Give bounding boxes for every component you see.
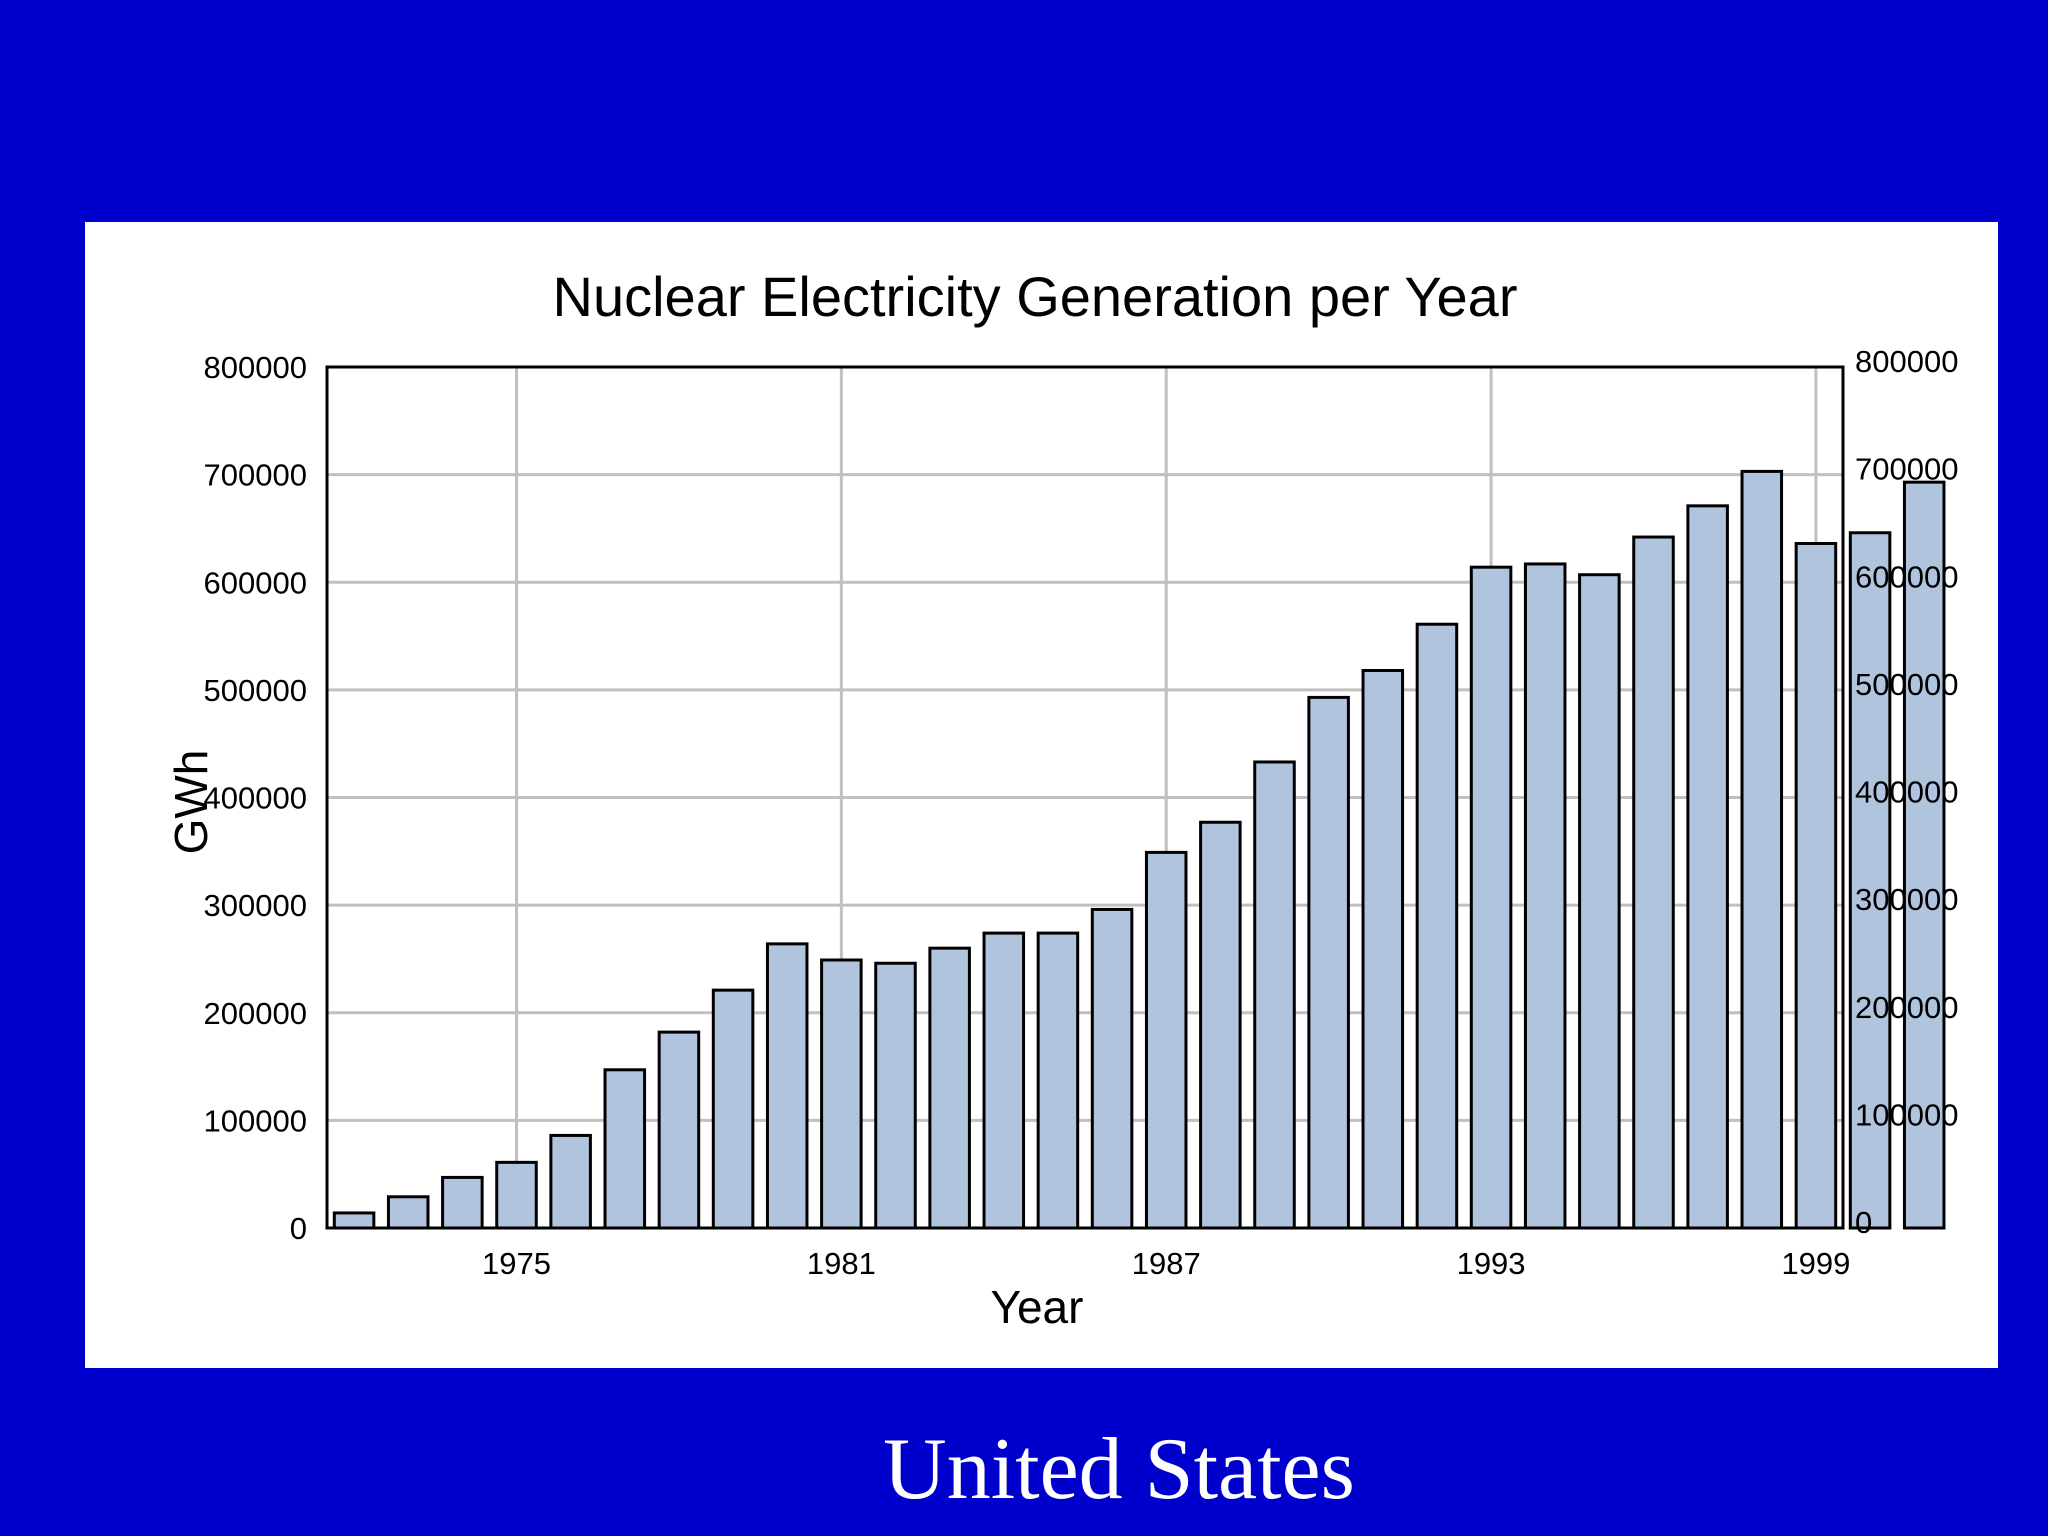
- gridlines: [327, 367, 1843, 1228]
- bar-1973: [386, 1195, 430, 1230]
- y-tick-label-right: 0: [1855, 1205, 1872, 1240]
- bar-1982: [874, 961, 917, 1230]
- plot-frame: [325, 365, 1845, 1230]
- y-axis-left: 0 100000 200000 300000 400000 500000 600000 700…: [204, 350, 307, 1246]
- bar-1997: [1686, 504, 1729, 1230]
- y-tick-label-left: 100000: [204, 1103, 307, 1138]
- y-tick-label-right: 200000: [1855, 990, 1958, 1025]
- bar-1998: [1740, 469, 1784, 1230]
- bar-1987: [1144, 850, 1188, 1230]
- y-tick-label-left: 200000: [204, 996, 307, 1031]
- x-tick-label: 1999: [1781, 1246, 1850, 1281]
- bar-1985: [1036, 931, 1080, 1230]
- bar-1979: [711, 988, 755, 1230]
- chart: Nuclear Electricity Generation per Year …: [165, 265, 1958, 1333]
- bar-1996: [1632, 535, 1675, 1230]
- y-tick-label-left: 600000: [204, 565, 307, 600]
- bar-1976: [549, 1133, 592, 1230]
- slide-caption: United States: [883, 1421, 1355, 1518]
- y-tick-label-right: 800000: [1855, 344, 1958, 379]
- bar-1980: [765, 942, 809, 1230]
- chart-panel: Nuclear Electricity Generation per Year …: [85, 222, 1998, 1368]
- bar-1981: [820, 958, 863, 1230]
- y-tick-label-right: 100000: [1855, 1097, 1958, 1132]
- bar-1992: [1415, 622, 1459, 1230]
- bar-1978: [657, 1030, 701, 1230]
- bar-1989: [1253, 760, 1296, 1230]
- bar-1988: [1199, 820, 1242, 1230]
- y-tick-label-left: 800000: [204, 350, 307, 385]
- y-tick-label-right: 300000: [1855, 882, 1958, 917]
- bar-1984: [982, 931, 1026, 1230]
- bar-1999: [1794, 542, 1838, 1230]
- x-axis: 1975 1981 1987 1993 1999: [482, 1246, 1850, 1281]
- bar-undefined: [1848, 531, 1892, 1230]
- y-axis-title: GWh: [165, 750, 217, 855]
- bar-1974: [441, 1175, 484, 1230]
- y-tick-label-left: 500000: [204, 673, 307, 708]
- bar-1993: [1469, 565, 1513, 1230]
- bar-1986: [1090, 907, 1134, 1230]
- y-tick-label-right: 500000: [1855, 667, 1958, 702]
- x-tick-label: 1987: [1132, 1246, 1201, 1281]
- bar-1977: [603, 1068, 647, 1230]
- y-tick-label-left: 400000: [204, 781, 307, 816]
- bar-undefined: [1902, 480, 1946, 1230]
- bar-1972: [332, 1211, 376, 1230]
- y-axis-right: 0 100000 200000 300000 400000 500000 600000 700…: [1855, 344, 1958, 1240]
- bar-1995: [1578, 573, 1621, 1230]
- x-tick-label: 1981: [807, 1246, 876, 1281]
- chart-title: Nuclear Electricity Generation per Year: [553, 265, 1518, 328]
- y-tick-label-right: 600000: [1855, 559, 1958, 594]
- bars: [332, 469, 1946, 1230]
- bar-1975: [495, 1160, 538, 1230]
- y-tick-label-right: 400000: [1855, 775, 1958, 810]
- x-tick-label: 1993: [1457, 1246, 1526, 1281]
- bar-1991: [1361, 669, 1405, 1230]
- y-tick-label-left: 300000: [204, 888, 307, 923]
- y-tick-label-left: 0: [290, 1211, 307, 1246]
- bar-1994: [1523, 562, 1567, 1230]
- x-axis-title: Year: [991, 1281, 1084, 1333]
- y-tick-label-right: 700000: [1855, 452, 1958, 487]
- y-tick-label-left: 700000: [204, 458, 307, 493]
- bar-1990: [1307, 695, 1350, 1230]
- bar-1983: [928, 946, 971, 1230]
- x-tick-label: 1975: [482, 1246, 551, 1281]
